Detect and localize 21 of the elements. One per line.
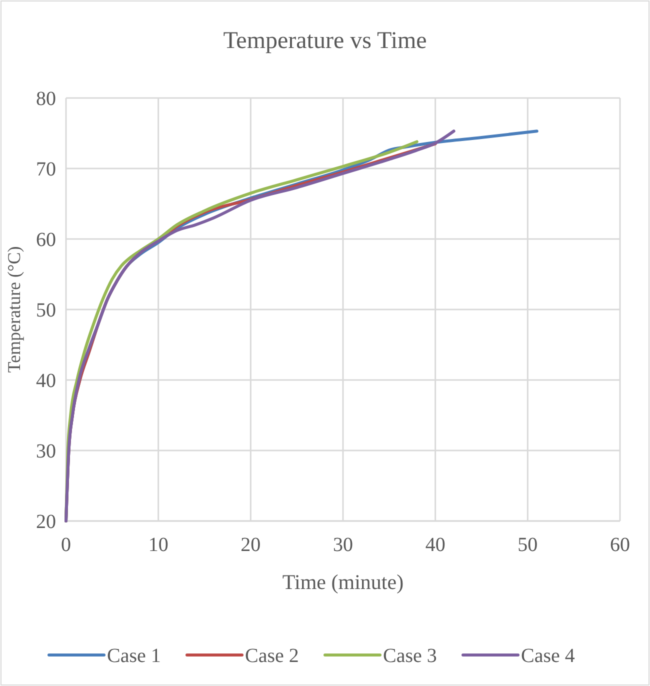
x-tick-label: 0 [61,534,71,556]
legend-label: Case 3 [383,645,437,667]
y-axis-title: Temperature (°C) [4,246,24,373]
legend-label: Case 2 [245,645,299,667]
y-tick-label: 60 [36,229,56,251]
legend-label: Case 1 [107,645,161,667]
x-tick-label: 60 [610,534,630,556]
x-axis-title: Time (minute) [282,570,404,594]
y-tick-label: 40 [36,370,56,392]
x-tick-label: 40 [425,534,446,556]
legend-label: Case 4 [521,645,575,667]
y-tick-label: 50 [36,300,56,322]
y-tick-label: 30 [36,440,56,462]
x-tick-label: 10 [148,534,168,556]
x-tick-label: 30 [333,534,353,556]
y-tick-label: 80 [36,88,56,110]
y-tick-label: 20 [36,511,56,533]
x-tick-label: 20 [240,534,261,556]
y-tick-label: 70 [36,158,56,180]
chart-title: Temperature vs Time [223,28,427,54]
x-tick-label: 50 [518,534,538,556]
